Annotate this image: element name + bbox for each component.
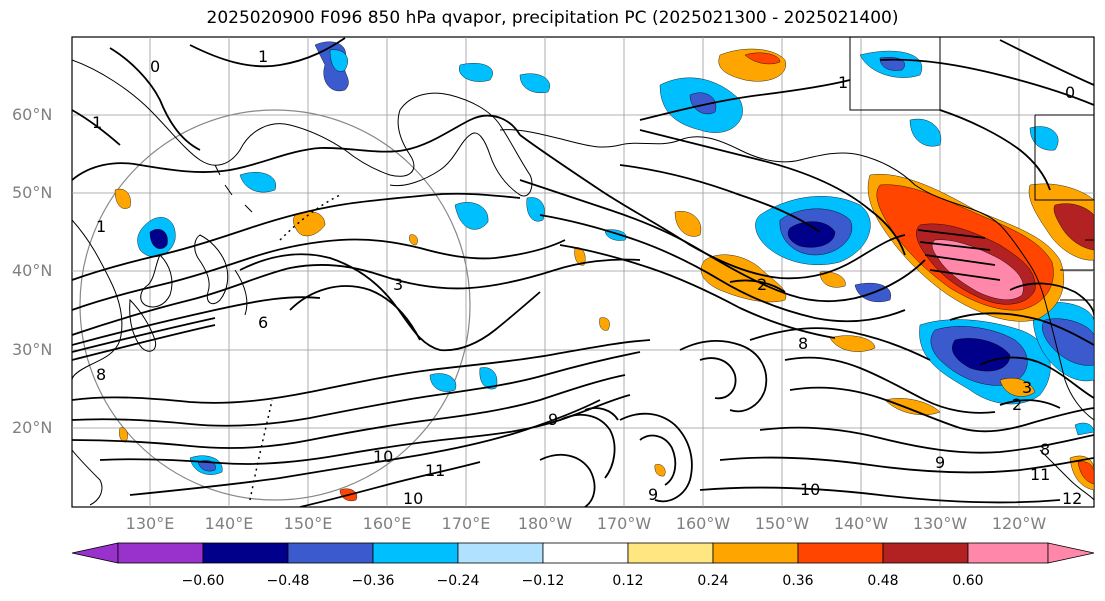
contour-label: 10 (373, 447, 393, 466)
colorbar-tick-label: −0.48 (266, 573, 310, 589)
colorbar-swatch (882, 542, 969, 564)
contour-label: 1 (258, 47, 268, 66)
lon-label: 170°E (441, 514, 491, 533)
colorbar-tick-label: −0.24 (436, 573, 480, 589)
colorbar-tick-label: 0.48 (867, 573, 899, 589)
contour-label: 2 (1012, 395, 1022, 414)
lat-label-20n: 20°N (12, 418, 53, 437)
colorbar-swatch (797, 542, 884, 564)
contour-label: 8 (798, 334, 808, 353)
contour-label: 1 (92, 113, 102, 132)
precip-negative-fill (137, 41, 1094, 475)
dotted-line (249, 194, 341, 501)
contour-label: 8 (96, 365, 106, 384)
map-title: 2025020900 F096 850 hPa qvapor, precipit… (206, 8, 899, 28)
contour-label: 9 (935, 453, 945, 472)
colorbar (71, 542, 1095, 564)
contour-label: 10 (800, 480, 820, 499)
lon-label: 160°W (675, 514, 731, 533)
lon-label: 120°W (991, 514, 1047, 533)
contour-label: 6 (258, 313, 268, 332)
colorbar-arrow-right (1047, 542, 1095, 564)
lon-label: 150°W (754, 514, 810, 533)
colorbar-swatch (542, 542, 629, 564)
lon-label: 130°W (912, 514, 968, 533)
colorbar-tick-label: 0.12 (612, 573, 644, 589)
colorbar-arrow-left (71, 542, 119, 564)
colorbar-tick-label: −0.12 (521, 573, 565, 589)
colorbar-swatch (967, 542, 1049, 564)
colorbar-tick-label: −0.60 (181, 573, 225, 589)
lon-label: 150°E (283, 514, 333, 533)
contour-label: 1 (96, 217, 106, 236)
colorbar-swatch (287, 542, 374, 564)
lat-label-40n: 40°N (12, 261, 53, 280)
contour-label: 0 (1065, 83, 1075, 102)
lat-label-30n: 30°N (12, 340, 53, 359)
lon-label: 180°W (517, 514, 573, 533)
colorbar-swatch (627, 542, 714, 564)
colorbar-swatch (712, 542, 799, 564)
contour-label: 3 (1022, 378, 1032, 397)
lon-label: 160°E (362, 514, 412, 533)
lat-label-60n: 60°N (12, 105, 53, 124)
contour-label: 0 (150, 57, 160, 76)
colorbar-swatch (202, 542, 289, 564)
contour-label: 2 (757, 275, 767, 294)
coastlines (72, 37, 1094, 506)
colorbar-swatch (117, 542, 204, 564)
contour-label: 11 (425, 461, 445, 480)
qvapor-contours (72, 37, 1094, 507)
contour-label: 1 (838, 73, 848, 92)
range-circle (79, 109, 471, 501)
contour-label: 9 (548, 410, 558, 429)
lon-label: 130°E (125, 514, 175, 533)
lon-label: 140°W (833, 514, 889, 533)
colorbar-tick-label: 0.24 (697, 573, 729, 589)
colorbar-tick-label: 0.36 (782, 573, 814, 589)
colorbar-swatch (372, 542, 459, 564)
contour-label: 8 (1040, 440, 1050, 459)
contour-label: 10 (403, 489, 423, 508)
contour-label-group: 0 1 1 1 0 1 2 3 6 8 9 10 10 11 8 9 8 3 2… (92, 47, 1082, 508)
contour-label: 11 (1030, 465, 1050, 484)
lon-label: 140°E (204, 514, 254, 533)
colorbar-tick-label: 0.60 (952, 573, 984, 589)
colorbar-swatch (457, 542, 544, 564)
contour-label: 3 (393, 275, 403, 294)
lon-label: 170°W (596, 514, 652, 533)
contour-label: 12 (1062, 489, 1082, 508)
lat-label-50n: 50°N (12, 183, 53, 202)
colorbar-tick-label: −0.36 (351, 573, 395, 589)
contour-label: 9 (648, 485, 658, 504)
